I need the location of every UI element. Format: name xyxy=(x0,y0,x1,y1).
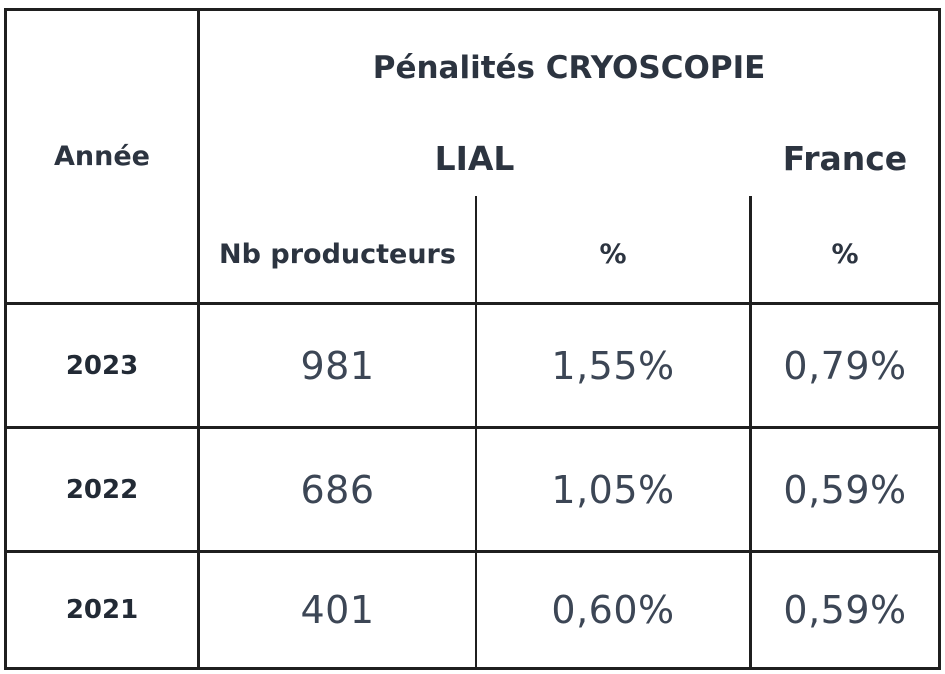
row-2021-pct-lial: 0,60% xyxy=(551,588,675,632)
row-2023-pct-lial: 1,55% xyxy=(551,343,675,388)
penalites-table: Année Pénalités CRYOSCOPIE LIAL France N… xyxy=(4,8,941,670)
row-2021-nb: 401 xyxy=(300,588,375,632)
header-lial: LIAL xyxy=(434,138,515,178)
row-2022-pct-lial: 1,05% xyxy=(551,467,675,512)
row-2021-year: 2021 xyxy=(65,595,139,625)
row-2022-nb: 686 xyxy=(300,467,375,512)
row-2021-pct-france: 0,59% xyxy=(783,588,907,632)
row-2022-year: 2022 xyxy=(65,474,139,505)
col-divider-france xyxy=(749,196,752,667)
header-france: France xyxy=(782,138,908,178)
header-title: Pénalités CRYOSCOPIE xyxy=(372,50,766,86)
subheader-nb-producteurs: Nb producteurs xyxy=(219,238,456,270)
row-2023-year: 2023 xyxy=(65,350,139,381)
subheader-pct-lial: % xyxy=(599,238,627,270)
header-annee: Année xyxy=(54,141,150,172)
row-divider-header xyxy=(7,302,938,305)
row-divider-2023 xyxy=(7,426,938,429)
row-2023-nb: 981 xyxy=(300,343,375,388)
row-2023-pct-france: 0,79% xyxy=(783,343,907,388)
row-divider-2022 xyxy=(7,550,938,553)
subheader-pct-france: % xyxy=(831,238,859,270)
col-divider-lial-nb xyxy=(475,196,477,667)
col-divider-annee xyxy=(197,11,200,667)
row-2022-pct-france: 0,59% xyxy=(783,467,907,512)
